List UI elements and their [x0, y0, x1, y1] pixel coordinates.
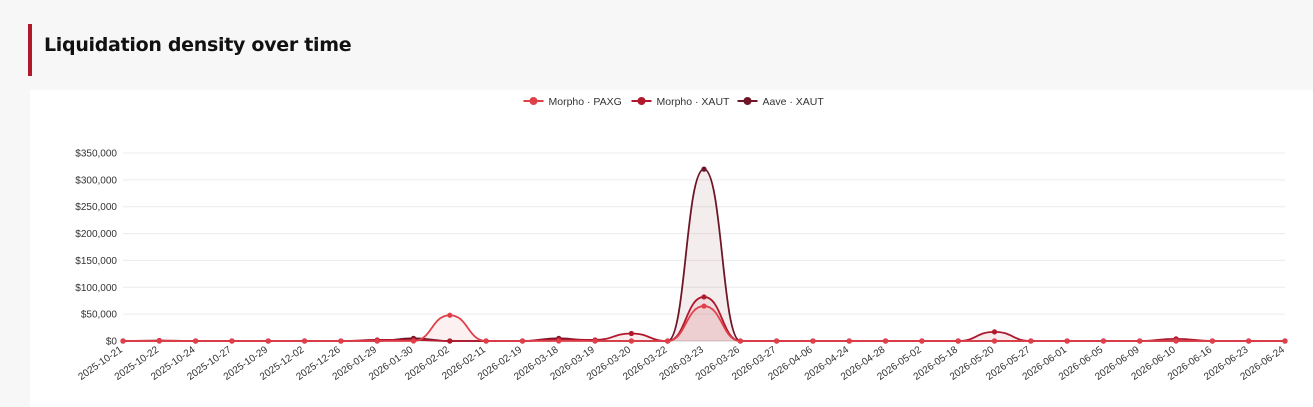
data-point[interactable] — [1173, 338, 1179, 344]
legend-item[interactable]: Morpho · PAXG — [523, 96, 622, 108]
data-point[interactable] — [737, 338, 743, 344]
data-point[interactable] — [1100, 338, 1107, 344]
legend-label: Morpho · PAXG — [549, 96, 622, 108]
legend-swatch-marker — [743, 97, 752, 105]
series-area — [123, 169, 1285, 341]
data-point[interactable] — [774, 338, 780, 344]
data-point[interactable] — [1064, 338, 1070, 344]
data-point[interactable] — [919, 338, 925, 344]
legend-swatch-marker — [529, 97, 538, 105]
y-tick-label: $50,000 — [81, 310, 118, 321]
y-tick-label: $200,000 — [75, 229, 117, 240]
y-tick-label: $0 — [106, 337, 118, 348]
data-point[interactable] — [556, 338, 562, 344]
data-point[interactable] — [1137, 338, 1143, 344]
data-point[interactable] — [701, 166, 707, 172]
data-point[interactable] — [229, 338, 235, 344]
data-point[interactable] — [447, 312, 453, 318]
data-point[interactable] — [810, 338, 816, 344]
data-point[interactable] — [301, 338, 308, 344]
y-tick-label: $150,000 — [75, 256, 117, 267]
data-point[interactable] — [1282, 338, 1288, 344]
data-point[interactable] — [592, 338, 598, 344]
data-point[interactable] — [410, 338, 417, 344]
y-tick-label: $100,000 — [75, 283, 117, 294]
y-tick-label: $350,000 — [75, 149, 117, 160]
chart-card: $0 $50,000 $100,000 $150,000 $200,000 $250,00… — [30, 90, 1313, 407]
title-accent-bar — [28, 24, 32, 76]
data-point[interactable] — [1209, 338, 1215, 344]
data-point[interactable] — [665, 338, 671, 344]
data-point[interactable] — [447, 338, 453, 344]
data-point[interactable] — [338, 338, 344, 344]
data-point[interactable] — [120, 338, 126, 344]
data-point[interactable] — [991, 329, 998, 335]
liquidation-density-chart: $0 $50,000 $100,000 $150,000 $200,000 $250,00… — [75, 96, 1288, 383]
data-point[interactable] — [955, 338, 961, 344]
data-point[interactable] — [846, 338, 852, 344]
legend-item[interactable]: Morpho · XAUT — [631, 96, 731, 108]
y-tick-label: $300,000 — [75, 175, 117, 186]
legend-item[interactable]: Aave · XAUT — [737, 96, 825, 108]
legend-label: Aave · XAUT — [763, 96, 825, 108]
data-point[interactable] — [628, 330, 634, 337]
data-point[interactable] — [265, 338, 271, 344]
data-point[interactable] — [193, 338, 199, 344]
data-point[interactable] — [519, 338, 526, 344]
y-tick-label: $250,000 — [75, 202, 117, 213]
page-header: Liquidation density over time — [0, 0, 1313, 90]
legend-swatch-marker — [637, 97, 646, 105]
data-point[interactable] — [156, 338, 162, 344]
data-point[interactable] — [1028, 338, 1034, 344]
series-area — [123, 306, 1285, 341]
data-point[interactable] — [1246, 338, 1252, 344]
data-point[interactable] — [991, 338, 998, 344]
data-point[interactable] — [628, 338, 634, 344]
data-point[interactable] — [374, 338, 380, 344]
page-title: Liquidation density over time — [44, 34, 352, 56]
data-point[interactable] — [701, 303, 707, 309]
legend-label: Morpho · XAUT — [657, 96, 731, 108]
series-area — [123, 296, 1285, 341]
data-point[interactable] — [483, 338, 489, 344]
data-point[interactable] — [701, 294, 707, 300]
data-point[interactable] — [882, 338, 889, 344]
